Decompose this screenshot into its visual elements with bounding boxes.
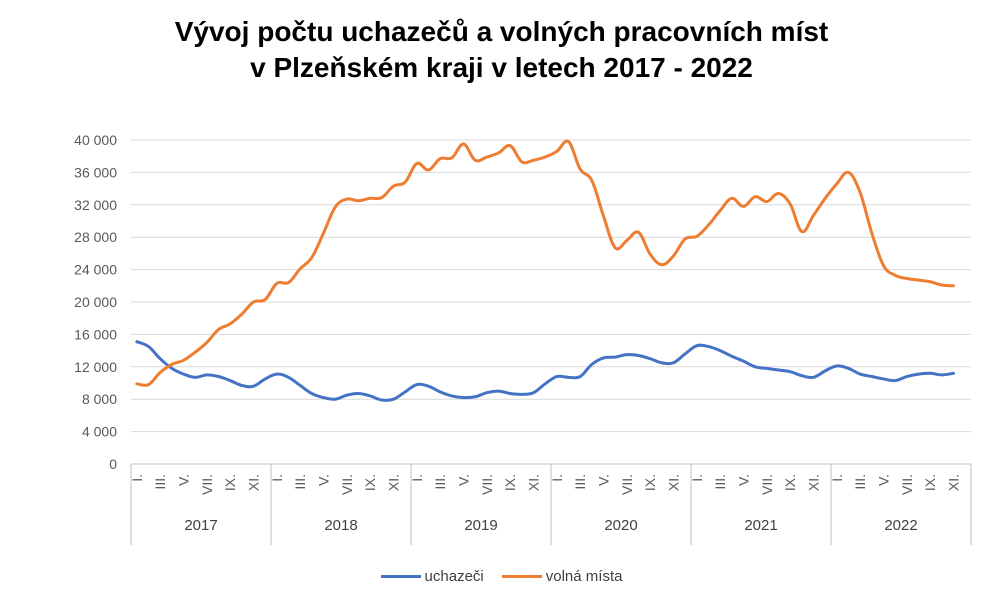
x-tick-label: IX. [362, 474, 378, 491]
x-tick-label: I. [549, 474, 565, 482]
x-tick-label: XI. [666, 474, 682, 491]
chart-title-line1: Vývoj počtu uchazečů a volných pracovníc… [174, 16, 829, 47]
y-tick-label: 0 [109, 456, 117, 472]
x-tick-label: IX. [222, 474, 238, 491]
y-tick-label: 36 000 [74, 164, 117, 180]
x-tick-label: IX. [782, 474, 798, 491]
x-tick-label: VII. [619, 474, 635, 495]
legend-swatch-volna-mista [501, 575, 542, 578]
x-tick-label: XI. [946, 474, 962, 491]
x-tick-label: III. [712, 474, 728, 490]
year-label: 2019 [464, 517, 497, 534]
x-tick-label: VII. [899, 474, 915, 495]
year-label: 2021 [744, 517, 777, 534]
x-tick-label: III. [572, 474, 588, 490]
x-tick-label: V. [876, 474, 892, 486]
y-tick-label: 8 000 [82, 391, 117, 407]
x-tick-label: XI. [246, 474, 262, 491]
series-line-volna-mista [135, 139, 955, 387]
y-tick-label: 24 000 [74, 262, 117, 278]
legend-swatch-uchazeci [380, 575, 421, 578]
legend-item-volna-mista: volná místa [501, 568, 623, 585]
x-tick-label: V. [176, 474, 192, 486]
y-tick-label: 16 000 [74, 326, 117, 342]
legend-label-volna-mista: volná místa [545, 568, 623, 585]
chart-title-line2: v Plzeňském kraji v letech 2017 - 2022 [250, 52, 753, 83]
x-tick-label: III. [852, 474, 868, 490]
y-tick-label: 12 000 [74, 359, 117, 375]
legend-label-uchazeci: uchazeči [424, 568, 484, 585]
x-tick-label: VII. [199, 474, 215, 495]
year-label: 2020 [604, 517, 637, 534]
x-tick-label: III. [152, 474, 168, 490]
x-tick-label: IX. [502, 474, 518, 491]
y-tick-label: 32 000 [74, 197, 117, 213]
x-tick-label: XI. [526, 474, 542, 491]
x-tick-label: IX. [922, 474, 938, 491]
y-tick-label: 4 000 [82, 424, 117, 440]
legend-item-uchazeci: uchazeči [380, 568, 484, 585]
year-label: 2018 [324, 517, 357, 534]
x-tick-label: V. [736, 474, 752, 486]
series-line-uchazeci [135, 340, 955, 402]
x-tick-label: XI. [806, 474, 822, 491]
y-tick-label: 20 000 [74, 294, 117, 310]
x-tick-label: I. [269, 474, 285, 482]
x-tick-label: VII. [339, 474, 355, 495]
chart-legend: uchazeči volná místa [0, 568, 1003, 585]
x-tick-label: V. [316, 474, 332, 486]
x-tick-label: III. [292, 474, 308, 490]
x-tick-label: I. [129, 474, 145, 482]
x-tick-label: I. [689, 474, 705, 482]
x-tick-label: I. [829, 474, 845, 482]
chart-title: Vývoj počtu uchazečů a volných pracovníc… [0, 14, 1003, 86]
x-tick-label: VII. [479, 474, 495, 495]
year-label: 2022 [884, 517, 917, 534]
x-tick-label: XI. [386, 474, 402, 491]
x-tick-label: IX. [642, 474, 658, 491]
x-tick-label: V. [456, 474, 472, 486]
x-tick-label: I. [409, 474, 425, 482]
y-tick-label: 40 000 [74, 132, 117, 148]
x-tick-label: VII. [759, 474, 775, 495]
year-label: 2017 [184, 517, 217, 534]
x-tick-label: III. [432, 474, 448, 490]
x-tick-label: V. [596, 474, 612, 486]
y-tick-label: 28 000 [74, 229, 117, 245]
